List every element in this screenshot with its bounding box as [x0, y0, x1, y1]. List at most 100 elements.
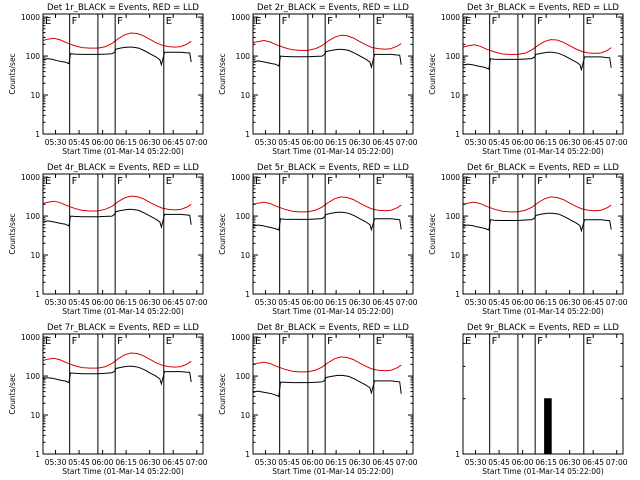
marker-label-e: E: [45, 16, 51, 27]
marker-label-e: E: [45, 336, 51, 347]
x-tick-label: 06:00: [92, 458, 114, 467]
panel-title: Det 4r_BLACK = Events, RED = LLD: [47, 163, 199, 173]
y-tick-label: 10: [240, 251, 250, 260]
marker-label-e: E: [376, 336, 382, 347]
y-tick-label: 1: [455, 290, 460, 299]
x-axis-label: Start Time (01-Mar-14 05:22:00): [272, 307, 394, 316]
marker-label-e: E: [255, 16, 261, 27]
marker-label-f: F: [537, 176, 543, 187]
x-tick-label: 05:30: [465, 458, 487, 467]
series-events-line: [43, 46, 192, 67]
marker-label-e: E: [255, 336, 261, 347]
series-group: [43, 195, 192, 229]
x-tick-label: 06:15: [325, 138, 347, 147]
x-tick-label: 06:30: [559, 458, 581, 467]
y-tick-label: 1000: [21, 173, 40, 182]
plot-frame: [462, 333, 624, 455]
y-tick-label: 100: [446, 52, 461, 61]
x-tick-label: 06:15: [325, 298, 347, 307]
marker-label-f: F: [282, 336, 288, 347]
y-tick-label: 100: [26, 52, 41, 61]
plot-frame: [252, 173, 414, 295]
x-tick-label: 06:45: [582, 138, 604, 147]
x-tick-label: 05:45: [278, 138, 300, 147]
marker-label-e: E: [45, 176, 51, 187]
x-tick-label: 07:00: [606, 458, 628, 467]
series-events-line: [253, 374, 402, 398]
marker-label-f: F: [492, 16, 498, 27]
marker-label-e: E: [465, 176, 471, 187]
marker-label-f: F: [282, 16, 288, 27]
series-group: [544, 398, 552, 454]
marker-label-f: F: [537, 336, 543, 347]
marker-label-e: E: [166, 336, 172, 347]
x-tick-label: 07:00: [186, 138, 208, 147]
series-events-line: [544, 398, 552, 454]
y-tick-label: 10: [30, 251, 40, 260]
y-tick-label: 1000: [231, 333, 250, 342]
marker-label-e: E: [376, 16, 382, 27]
panel-title: Det 1r_BLACK = Events, RED = LLD: [47, 3, 199, 13]
series-events-line: [43, 365, 192, 386]
y-tick-label: 1: [35, 130, 40, 139]
marker-label-f: F: [327, 176, 333, 187]
panel-det-2: Det 2r_BLACK = Events, RED = LLD E F F E 05:3…: [218, 3, 418, 156]
marker-label-f: F: [117, 16, 123, 27]
panel-title: Det 8r_BLACK = Events, RED = LLD: [257, 323, 409, 333]
series-events-line: [253, 48, 402, 69]
y-tick-label: 10: [30, 91, 40, 100]
x-tick-label: 05:45: [278, 298, 300, 307]
series-group: [43, 32, 192, 67]
x-tick-label: 06:00: [512, 458, 534, 467]
y-tick-label: 1: [245, 130, 250, 139]
x-tick-label: 06:45: [162, 138, 184, 147]
y-tick-label: 100: [236, 212, 251, 221]
panel-det-5: Det 5r_BLACK = Events, RED = LLD E F F E 05:3…: [218, 163, 418, 316]
x-tick-label: 06:00: [302, 138, 324, 147]
x-tick-label: 06:45: [162, 298, 184, 307]
panel-title: Det 5r_BLACK = Events, RED = LLD: [257, 163, 409, 173]
marker-label-e: E: [465, 16, 471, 27]
x-tick-label: 06:45: [582, 298, 604, 307]
y-tick-label: 1: [245, 450, 250, 459]
series-group: [253, 34, 402, 69]
x-tick-label: 06:15: [115, 458, 137, 467]
x-tick-label: 06:30: [349, 138, 371, 147]
x-tick-label: 06:30: [349, 298, 371, 307]
marker-label-f: F: [282, 176, 288, 187]
marker-label-e: E: [166, 176, 172, 187]
y-axis-label: Counts/sec: [8, 53, 17, 94]
x-tick-label: 05:45: [488, 458, 510, 467]
y-tick-label: 100: [236, 52, 251, 61]
x-tick-label: 05:45: [68, 458, 90, 467]
plot-frame: [252, 333, 414, 455]
x-tick-label: 06:15: [535, 458, 557, 467]
x-tick-label: 07:00: [186, 298, 208, 307]
y-tick-label: 1: [455, 130, 460, 139]
x-tick-label: 05:45: [488, 298, 510, 307]
x-tick-label: 06:00: [92, 298, 114, 307]
x-tick-label: 07:00: [606, 298, 628, 307]
series-group: [253, 356, 402, 398]
panel-title: Det 3r_BLACK = Events, RED = LLD: [467, 3, 619, 13]
series-lld-line: [43, 352, 192, 369]
y-axis-label: Counts/sec: [8, 373, 17, 414]
plot-frame: [462, 173, 624, 295]
panel-det-3: Det 3r_BLACK = Events, RED = LLD E F F E 05:3…: [428, 3, 628, 156]
series-lld-line: [253, 196, 402, 213]
x-axis-label: Start Time (01-Mar-14 05:22:00): [482, 147, 604, 156]
x-tick-label: 06:00: [302, 298, 324, 307]
x-tick-label: 05:45: [488, 138, 510, 147]
marker-label-f: F: [492, 176, 498, 187]
x-tick-label: 06:15: [535, 138, 557, 147]
x-tick-label: 06:45: [372, 298, 394, 307]
y-tick-label: 1000: [231, 13, 250, 22]
marker-label-f: F: [327, 336, 333, 347]
panel-title: Det 2r_BLACK = Events, RED = LLD: [257, 3, 409, 13]
y-tick-label: 10: [450, 91, 460, 100]
plot-frame: [462, 13, 624, 135]
series-lld-line: [43, 32, 192, 49]
x-tick-label: 05:30: [45, 138, 67, 147]
x-tick-label: 06:15: [115, 138, 137, 147]
x-tick-label: 06:30: [139, 458, 161, 467]
